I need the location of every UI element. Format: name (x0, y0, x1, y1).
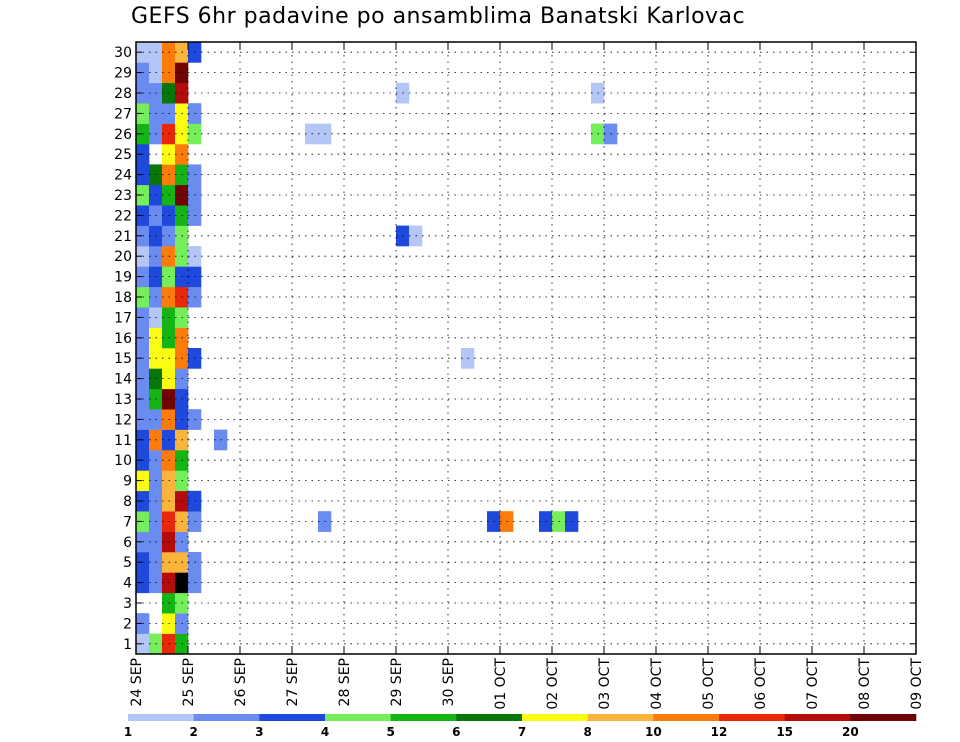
colorbar-label: 3 (255, 725, 263, 739)
y-tick-label: 21 (114, 229, 132, 245)
colorbar-swatch (653, 714, 720, 721)
colorbar-swatch (128, 714, 194, 721)
colorbar-label: 10 (645, 725, 662, 739)
colorbar-label: 7 (518, 725, 526, 739)
x-tick-label: 09 OCT (909, 658, 925, 710)
dotted-grid (136, 42, 916, 654)
x-tick-label: 30 SEP (441, 658, 457, 706)
y-tick-label: 22 (114, 208, 132, 224)
colorbar-swatch (456, 714, 523, 721)
x-tick-label: 08 OCT (857, 658, 873, 710)
y-tick-label: 23 (114, 188, 132, 204)
x-tick-label: 06 OCT (753, 658, 769, 710)
colorbar-swatch (193, 714, 260, 721)
y-tick-label: 11 (114, 433, 132, 449)
y-tick-label: 13 (114, 392, 132, 408)
x-tick-label: 03 OCT (597, 658, 613, 710)
y-tick-label: 26 (114, 127, 132, 143)
colorbar-label: 8 (583, 725, 591, 739)
colorbar-label: 12 (711, 725, 728, 739)
x-tick-label: 01 OCT (493, 658, 509, 710)
y-tick-label: 8 (123, 494, 132, 510)
colorbar-swatch (522, 714, 588, 721)
y-tick-label: 14 (114, 372, 132, 388)
x-tick-label: 04 OCT (649, 658, 665, 710)
x-tick-label: 05 OCT (701, 658, 717, 710)
colorbar-swatch (587, 714, 654, 721)
colorbar-swatch (325, 714, 391, 721)
y-tick-label: 6 (123, 535, 132, 551)
y-tick-label: 17 (114, 310, 132, 326)
y-tick-label: 5 (123, 555, 132, 571)
colorbar-label: 2 (189, 725, 197, 739)
y-tick-label: 16 (114, 331, 132, 347)
y-tick-label: 12 (114, 412, 132, 428)
colorbar-swatch (850, 714, 917, 721)
y-tick-label: 24 (114, 168, 132, 184)
colorbar-swatch (719, 714, 785, 721)
colorbar-swatch (259, 714, 326, 721)
y-tick-label: 1 (123, 637, 132, 653)
chart-title: GEFS 6hr padavine po ansamblima Banatski… (131, 4, 746, 29)
colorbar-swatch (784, 714, 851, 721)
y-tick-label: 20 (114, 249, 132, 265)
colorbar-label: 6 (452, 725, 460, 739)
y-tick-label: 25 (114, 147, 132, 163)
y-axis: 1234567891011121314151617181920212223242… (114, 45, 916, 653)
colorbar-label: 4 (321, 725, 329, 739)
y-tick-label: 27 (114, 106, 132, 122)
colorbar-label: 15 (776, 725, 793, 739)
x-tick-label: 27 SEP (285, 658, 301, 706)
y-tick-label: 29 (114, 66, 132, 82)
x-tick-label: 07 OCT (805, 658, 821, 710)
colorbar-label: 1 (124, 725, 132, 739)
y-tick-label: 15 (114, 351, 132, 367)
y-tick-label: 10 (114, 453, 132, 469)
x-tick-label: 25 SEP (181, 658, 197, 706)
y-tick-label: 2 (123, 616, 132, 632)
colorbar: 1 2 3 4 5 6 7 8 10 12 15 20 (124, 714, 917, 739)
y-tick-label: 7 (123, 514, 132, 530)
y-tick-label: 30 (114, 45, 132, 61)
x-tick-label: 02 OCT (545, 658, 561, 710)
plot-frame (135, 41, 917, 655)
colorbar-swatch (390, 714, 457, 721)
x-tick-label: 28 SEP (337, 658, 353, 706)
y-tick-label: 9 (123, 474, 132, 490)
y-tick-label: 28 (114, 86, 132, 102)
y-tick-label: 3 (123, 596, 132, 612)
colorbar-label: 20 (842, 725, 859, 739)
y-tick-label: 18 (114, 290, 132, 306)
colorbar-label: 5 (386, 725, 394, 739)
x-tick-label: 24 SEP (129, 658, 145, 706)
x-axis: 24 SEP 25 SEP 26 SEP 27 SEP 28 SEP 29 SEP 30 S… (129, 42, 925, 710)
x-tick-label: 26 SEP (233, 658, 249, 706)
y-tick-label: 19 (114, 270, 132, 286)
y-tick-label: 4 (123, 576, 132, 592)
x-tick-label: 29 SEP (389, 658, 405, 706)
